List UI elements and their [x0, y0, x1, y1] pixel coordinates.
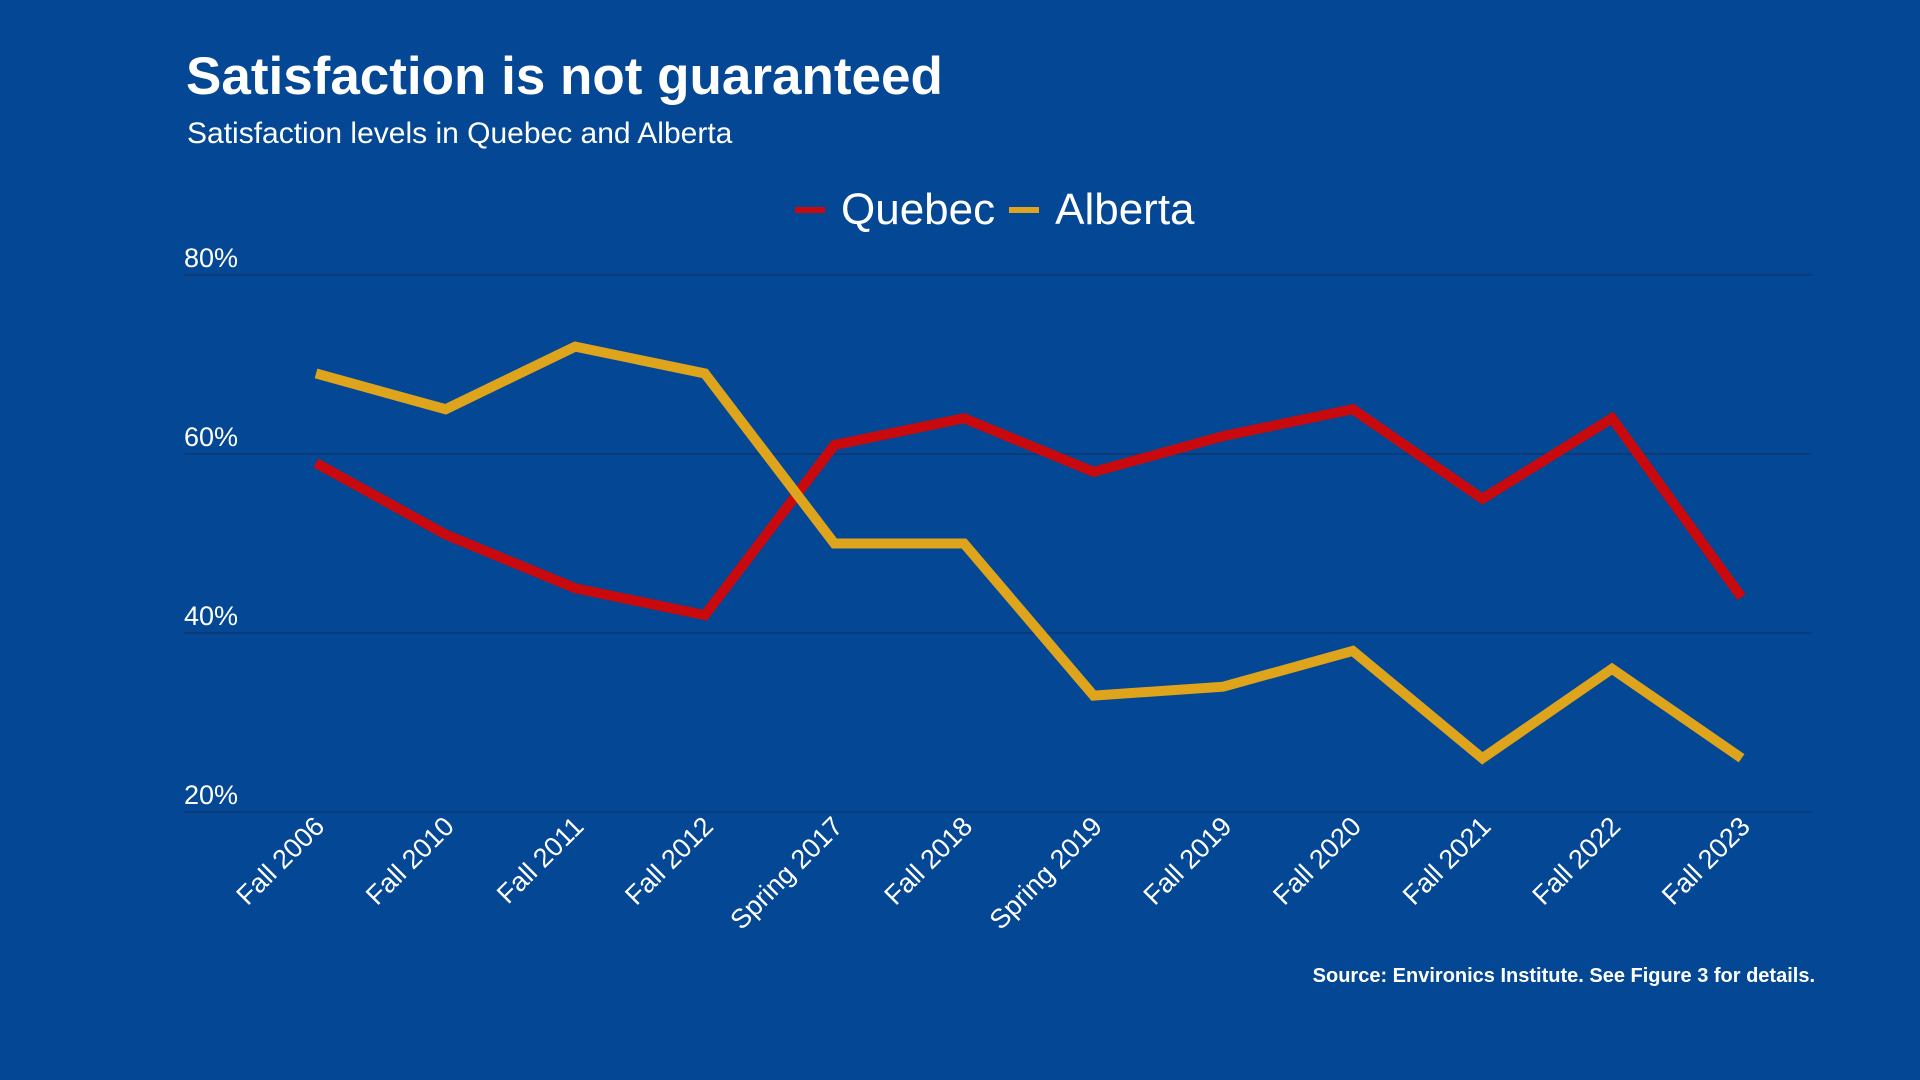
x-tick-label: Spring 2017: [724, 811, 848, 935]
legend-item-quebec: Quebec: [795, 188, 995, 232]
y-tick-label: 20%: [184, 780, 238, 810]
y-tick-label: 60%: [184, 422, 238, 452]
y-tick-label: 80%: [184, 243, 238, 273]
legend-swatch-alberta: [1009, 207, 1040, 213]
gridlines: [184, 274, 1812, 813]
x-tick-label: Fall 2023: [1656, 811, 1756, 911]
x-tick-label: Fall 2020: [1267, 811, 1367, 911]
chart-subtitle: Satisfaction levels in Quebec and Albert…: [187, 117, 733, 150]
legend-label-quebec: Quebec: [841, 185, 996, 234]
x-tick-label: Fall 2021: [1397, 811, 1497, 911]
legend: Quebec Alberta: [795, 188, 1209, 232]
x-tick-label: Spring 2019: [984, 811, 1108, 935]
x-tick-label: Fall 2018: [878, 811, 978, 911]
x-tick-label: Fall 2022: [1526, 811, 1626, 911]
y-axis-ticks: 20% 40% 60% 80%: [184, 243, 238, 810]
x-tick-label: Fall 2010: [360, 811, 460, 911]
legend-label-alberta: Alberta: [1055, 185, 1195, 234]
x-tick-label: Fall 2019: [1138, 811, 1238, 911]
source-note: Source: Environics Institute. See Figure…: [1312, 965, 1815, 987]
x-axis-ticks: Fall 2006 Fall 2010 Fall 2011 Fall 2012 Spri…: [230, 811, 1755, 935]
series-line-quebec: [313, 403, 1746, 621]
legend-swatch-quebec: [795, 207, 825, 213]
x-tick-label: Fall 2006: [230, 811, 330, 911]
series-line-alberta: [314, 341, 1745, 765]
legend-item-alberta: Alberta: [1009, 185, 1195, 234]
series-lines: [313, 341, 1746, 765]
x-tick-label: Fall 2012: [619, 811, 719, 911]
y-tick-label: 40%: [184, 601, 238, 631]
chart-title: Satisfaction is not guaranteed: [186, 47, 943, 106]
x-tick-label: Fall 2011: [491, 811, 589, 909]
